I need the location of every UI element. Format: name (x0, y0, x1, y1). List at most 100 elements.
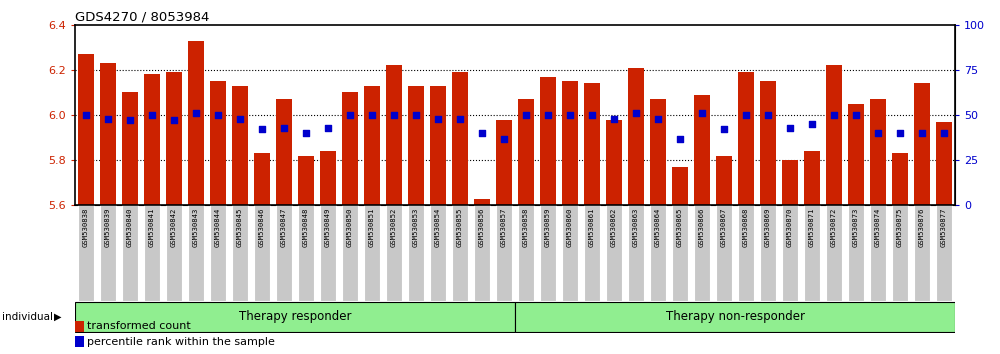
Bar (144, 74, 160, 205)
Text: GSM530876: GSM530876 (919, 207, 925, 247)
Point (804, 121, 820, 127)
Point (584, 112, 600, 118)
Bar (606, 205, 622, 301)
Point (254, 127, 270, 132)
Text: GDS4270 / 8053984: GDS4270 / 8053984 (75, 11, 209, 24)
Text: GSM530860: GSM530860 (567, 207, 573, 247)
Text: GSM530854: GSM530854 (435, 207, 441, 247)
Bar (188, 41, 204, 205)
Bar (474, 199, 490, 205)
Point (496, 136, 512, 141)
Text: GSM530853: GSM530853 (413, 207, 419, 247)
Bar (232, 205, 248, 301)
Bar (75, 336, 84, 347)
Bar (210, 81, 226, 205)
Bar (540, 205, 556, 301)
Text: GSM530873: GSM530873 (853, 207, 859, 247)
Bar (650, 99, 666, 205)
Bar (342, 92, 358, 205)
Bar (496, 120, 512, 205)
Bar (892, 153, 908, 205)
Bar (408, 205, 424, 301)
Text: individual: individual (2, 312, 53, 322)
Point (122, 118, 138, 123)
Point (210, 112, 226, 118)
Point (364, 112, 380, 118)
Point (298, 130, 314, 136)
Bar (694, 95, 710, 205)
Bar (716, 205, 732, 301)
Point (914, 130, 930, 136)
Bar (804, 205, 820, 301)
Bar (870, 99, 886, 205)
Text: GSM530849: GSM530849 (325, 207, 331, 247)
Bar (848, 205, 864, 301)
Text: GSM530842: GSM530842 (171, 207, 177, 247)
Point (540, 112, 556, 118)
Bar (936, 205, 952, 301)
Point (782, 125, 798, 131)
Text: GSM530862: GSM530862 (611, 207, 617, 247)
Bar (166, 72, 182, 205)
Point (738, 112, 754, 118)
Text: GSM530855: GSM530855 (457, 207, 463, 247)
Point (628, 110, 644, 116)
Text: GSM530871: GSM530871 (809, 207, 815, 247)
Bar (782, 160, 798, 205)
Bar (474, 205, 490, 301)
Text: GSM530850: GSM530850 (347, 207, 353, 247)
Bar (100, 63, 116, 205)
Bar (672, 167, 688, 205)
Point (452, 116, 468, 121)
Bar (914, 84, 930, 205)
Bar (936, 122, 952, 205)
Text: GSM530863: GSM530863 (633, 207, 639, 247)
Point (716, 127, 732, 132)
Bar (738, 205, 754, 301)
Bar (518, 99, 534, 205)
Bar (386, 65, 402, 205)
Text: GSM530851: GSM530851 (369, 207, 375, 247)
Text: GSM530875: GSM530875 (897, 207, 903, 247)
Text: GSM530870: GSM530870 (787, 207, 793, 247)
Bar (562, 81, 578, 205)
Text: GSM530840: GSM530840 (127, 207, 133, 247)
Text: GSM530874: GSM530874 (875, 207, 881, 247)
Point (518, 112, 534, 118)
Bar (452, 205, 468, 301)
Text: GSM530865: GSM530865 (677, 207, 683, 247)
Bar (276, 99, 292, 205)
Bar (408, 86, 424, 205)
Bar (672, 205, 688, 301)
Point (870, 130, 886, 136)
Bar (320, 151, 336, 205)
Bar (144, 205, 160, 301)
Point (386, 112, 402, 118)
Bar (386, 205, 402, 301)
Bar (870, 205, 886, 301)
Text: GSM530852: GSM530852 (391, 207, 397, 247)
Point (342, 112, 358, 118)
FancyBboxPatch shape (75, 302, 515, 332)
Point (672, 136, 688, 141)
Bar (914, 205, 930, 301)
Point (100, 116, 116, 121)
Bar (430, 205, 446, 301)
Point (144, 112, 160, 118)
Bar (320, 205, 336, 301)
Bar (826, 65, 842, 205)
Bar (232, 86, 248, 205)
Bar (826, 205, 842, 301)
Text: GSM530856: GSM530856 (479, 207, 485, 247)
Text: GSM530872: GSM530872 (831, 207, 837, 247)
Bar (364, 205, 380, 301)
Bar (496, 205, 512, 301)
Text: GSM530839: GSM530839 (105, 207, 111, 247)
Text: GSM530844: GSM530844 (215, 207, 221, 247)
Bar (738, 72, 754, 205)
Bar (78, 205, 94, 301)
Text: GSM530838: GSM530838 (83, 207, 89, 247)
Point (826, 112, 842, 118)
Text: GSM530868: GSM530868 (743, 207, 749, 247)
Text: GSM530859: GSM530859 (545, 207, 551, 247)
